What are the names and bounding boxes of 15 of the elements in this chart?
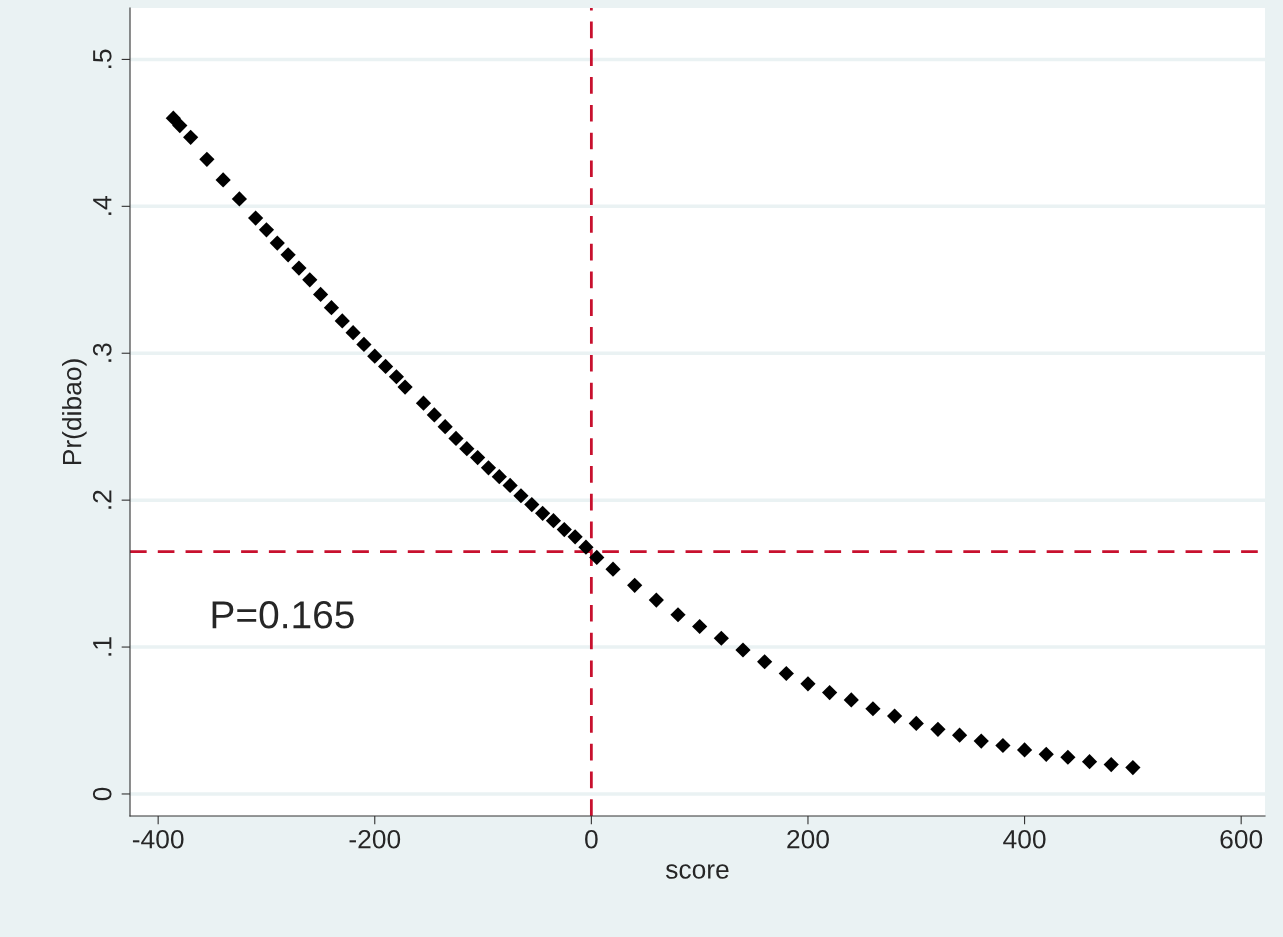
x-tick-label: 200: [787, 829, 829, 849]
x-tick-label: 0: [585, 829, 598, 849]
ref-line-label: P=0.165: [212, 601, 354, 629]
x-tick-label: 400: [1003, 829, 1046, 849]
y-tick-label: .3: [92, 343, 112, 362]
y-tick-label: .2: [92, 490, 112, 509]
y-axis-title: Pr(dibao): [62, 359, 87, 465]
x-axis-title: score: [665, 864, 729, 879]
x-tick-label: -400: [132, 829, 184, 849]
y-tick-label: .5: [93, 49, 112, 69]
x-tick-label: -200: [349, 829, 401, 849]
y-tick-label: 0: [92, 787, 112, 801]
x-tick-label: 600: [1220, 829, 1263, 849]
y-tick-label: .1: [93, 637, 112, 656]
y-tick-label: .4: [93, 196, 112, 215]
